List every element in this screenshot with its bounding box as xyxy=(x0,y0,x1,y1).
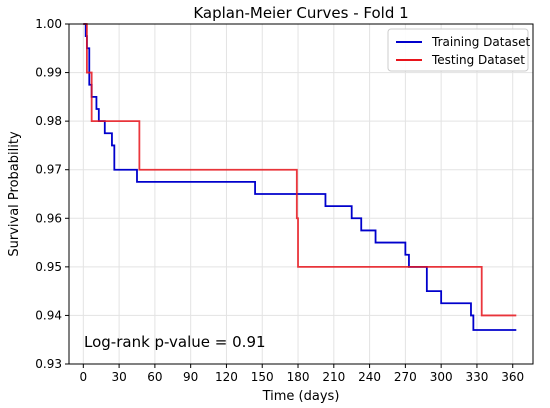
legend-label-testing: Testing Dataset xyxy=(431,53,525,67)
plot-frame xyxy=(68,23,534,365)
x-tick-label: 300 xyxy=(430,370,453,384)
x-tick-label: 270 xyxy=(394,370,417,384)
km-curve-testing xyxy=(83,23,517,317)
y-tick-label: 0.93 xyxy=(35,357,62,371)
y-tick-label: 0.96 xyxy=(35,211,62,225)
x-tick-label: 90 xyxy=(183,370,198,384)
y-axis: 0.93 0.94 0.95 0.96 0.97 0.98 0.99 1.00 xyxy=(35,17,69,371)
p-value-annotation: Log-rank p-value = 0.91 xyxy=(84,333,266,351)
y-tick-label: 0.99 xyxy=(35,66,62,80)
x-tick-label: 210 xyxy=(322,370,345,384)
series-lines xyxy=(83,23,517,331)
x-tick-label: 30 xyxy=(111,370,126,384)
x-tick-label: 120 xyxy=(215,370,238,384)
legend-box xyxy=(387,28,529,72)
y-tick-label: 0.95 xyxy=(35,260,62,274)
chart-title: Kaplan-Meier Curves - Fold 1 xyxy=(193,4,408,22)
x-tick-label: 240 xyxy=(358,370,381,384)
x-axis: 0 30 60 90 120 150 180 210 240 270 300 330 360 xyxy=(79,364,524,384)
legend: Training Dataset Testing Dataset xyxy=(387,28,530,72)
x-tick-label: 180 xyxy=(287,370,310,384)
y-tick-label: 0.97 xyxy=(35,163,62,177)
x-axis-label: Time (days) xyxy=(262,389,340,404)
y-tick-label: 1.00 xyxy=(35,17,62,31)
x-tick-label: 0 xyxy=(79,370,87,384)
x-tick-label: 150 xyxy=(251,370,274,384)
x-tick-label: 360 xyxy=(501,370,524,384)
y-axis-label: Survival Probability xyxy=(7,131,22,257)
y-tick-label: 0.98 xyxy=(35,114,62,128)
y-tick-label: 0.94 xyxy=(35,308,62,322)
x-tick-label: 330 xyxy=(465,370,488,384)
x-tick-label: 60 xyxy=(147,370,162,384)
legend-label-training: Training Dataset xyxy=(431,35,530,49)
